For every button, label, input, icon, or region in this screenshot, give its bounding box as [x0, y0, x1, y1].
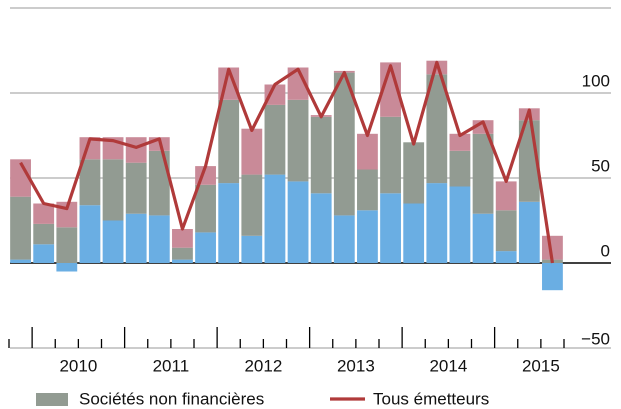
bar [333, 215, 355, 263]
bar [472, 133, 494, 214]
bar [426, 74, 448, 184]
x-year-label: 2013 [337, 356, 375, 375]
bar [172, 247, 193, 260]
y-tick-label: 50 [591, 156, 610, 175]
bar [33, 244, 55, 263]
legend-label: Sociétés non financières [79, 389, 264, 408]
bar [56, 227, 78, 263]
bar [449, 186, 471, 263]
bar [241, 128, 263, 175]
bar [241, 174, 263, 236]
bar [357, 133, 378, 170]
bar [125, 162, 147, 214]
bar [495, 210, 517, 252]
bar [33, 223, 55, 245]
bar [380, 62, 401, 117]
bar [148, 215, 170, 263]
bar [264, 174, 286, 263]
bar [241, 235, 263, 263]
bar [449, 133, 471, 151]
bar [264, 84, 286, 105]
bar [287, 67, 309, 100]
bar [10, 196, 31, 260]
bar [79, 205, 101, 263]
bar [542, 235, 563, 260]
bar [495, 181, 517, 211]
bar [195, 232, 216, 263]
bar [495, 251, 517, 263]
bar [125, 137, 147, 163]
bar [380, 193, 401, 263]
bar [33, 203, 55, 224]
bar [125, 213, 147, 263]
bar [310, 116, 332, 194]
bar [542, 263, 563, 291]
x-year-label: 2015 [522, 356, 560, 375]
y-tick-label: 100 [582, 71, 610, 90]
x-year-label: 2014 [429, 356, 467, 375]
bar [102, 159, 124, 221]
legend-label: Tous émetteurs [373, 389, 489, 408]
y-tick-label: −50 [581, 329, 610, 348]
bar [403, 142, 425, 204]
bar [333, 72, 355, 216]
y-tick-label: 0 [601, 241, 610, 260]
x-year-label: 2011 [153, 356, 190, 375]
bar [472, 213, 494, 263]
bar [357, 210, 378, 263]
bar [148, 150, 170, 216]
bar [310, 193, 332, 263]
bar [10, 259, 31, 263]
bar [426, 183, 448, 263]
bar [357, 169, 378, 211]
bar [287, 181, 309, 263]
bar [79, 159, 101, 206]
bar [218, 183, 240, 263]
bar [56, 263, 78, 272]
bar [264, 104, 286, 175]
bar [403, 203, 425, 263]
bar [518, 201, 540, 263]
bar [449, 150, 471, 187]
x-year-label: 2012 [244, 356, 282, 375]
bar [172, 259, 193, 263]
bar [287, 99, 309, 182]
bar [218, 99, 240, 184]
bar [195, 184, 216, 233]
x-year-label: 2010 [59, 356, 97, 375]
line [19, 60, 555, 264]
legend-swatch [36, 393, 68, 406]
bar [380, 116, 401, 194]
bar [102, 220, 124, 263]
bar [172, 229, 193, 248]
